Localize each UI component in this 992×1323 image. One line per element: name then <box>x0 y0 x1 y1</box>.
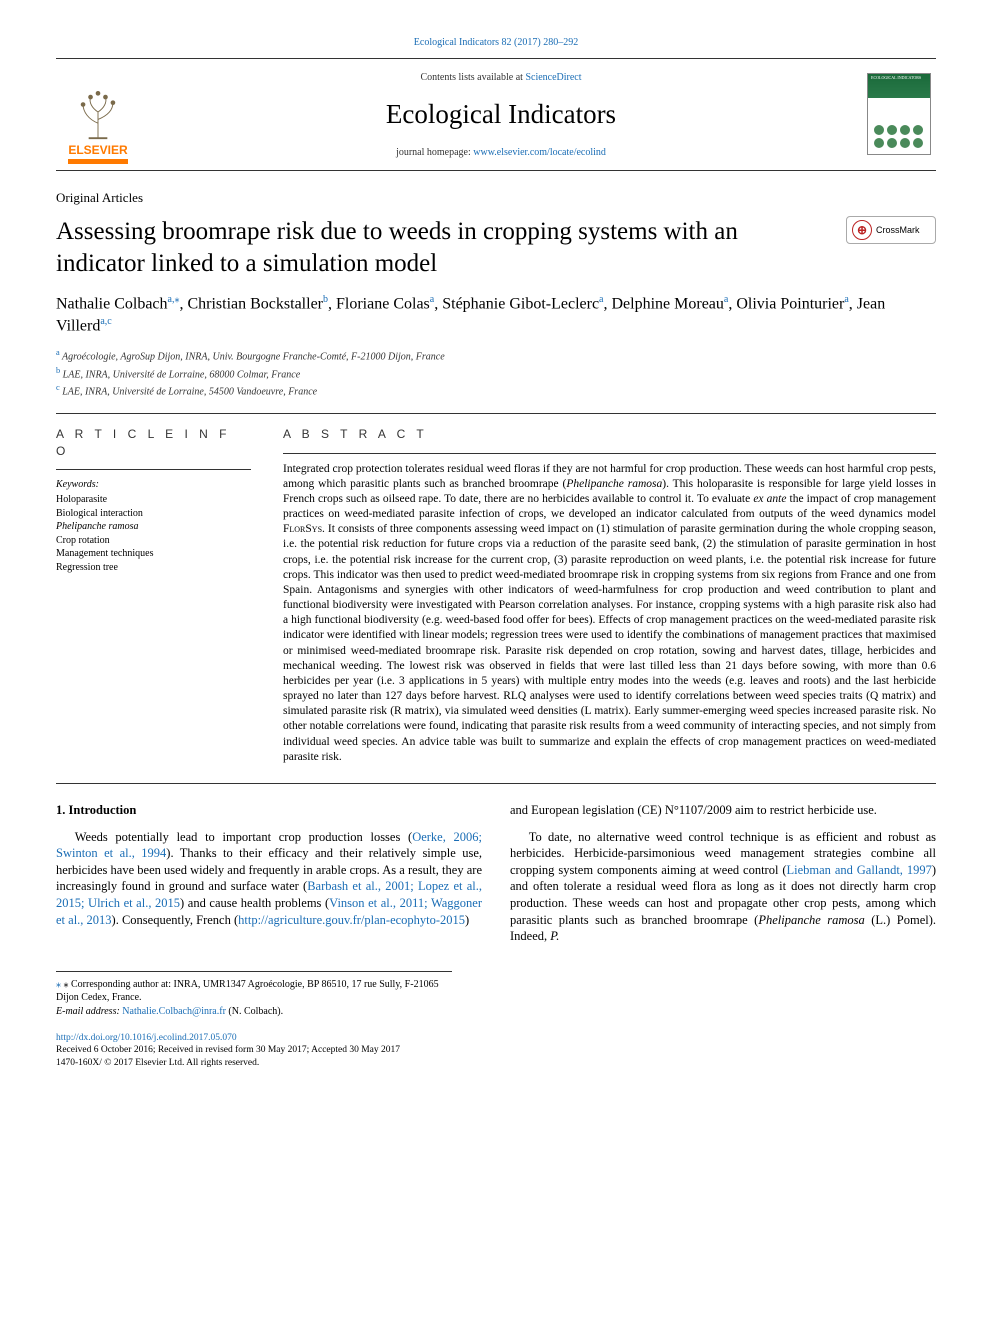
abstract-heading: A B S T R A C T <box>283 426 936 442</box>
authors-list: Nathalie Colbacha,⁎, Christian Bockstall… <box>56 293 936 337</box>
affiliation-c: c LAE, INRA, Université de Lorraine, 545… <box>56 382 936 399</box>
doi-link[interactable]: http://dx.doi.org/10.1016/j.ecolind.2017… <box>56 1033 237 1043</box>
journal-homepage-line: journal homepage: www.elsevier.com/locat… <box>150 146 852 160</box>
crossmark-badge[interactable]: ⊕ CrossMark <box>846 216 936 244</box>
contents-list-prefix: Contents lists available at <box>420 72 525 83</box>
keywords-list: Holoparasite Biological interaction Phel… <box>56 493 251 574</box>
crossmark-label: CrossMark <box>876 224 920 236</box>
contents-list-line: Contents lists available at ScienceDirec… <box>150 71 852 85</box>
keywords-label: Keywords: <box>56 478 251 492</box>
divider <box>56 783 936 784</box>
email-line: E-mail address: Nathalie.Colbach@inra.fr… <box>56 1005 452 1019</box>
keyword: Holoparasite <box>56 493 251 507</box>
doi-block: http://dx.doi.org/10.1016/j.ecolind.2017… <box>56 1032 936 1069</box>
abstract-text: Integrated crop protection tolerates res… <box>283 462 936 765</box>
corresponding-email-link[interactable]: Nathalie.Colbach@inra.fr <box>122 1006 226 1017</box>
received-dates: Received 6 October 2016; Received in rev… <box>56 1044 936 1056</box>
journal-title: Ecological Indicators <box>150 96 852 132</box>
keyword: Management techniques <box>56 547 251 561</box>
article-info-heading: A R T I C L E I N F O <box>56 426 251 458</box>
paragraph: and European legislation (CE) N°1107/200… <box>510 802 936 819</box>
keyword: Phelipanche ramosa <box>56 520 251 534</box>
publisher-logo: ELSEVIER <box>56 65 140 164</box>
keyword: Crop rotation <box>56 534 251 548</box>
sciencedirect-link[interactable]: ScienceDirect <box>525 72 581 83</box>
keyword: Biological interaction <box>56 507 251 521</box>
crossmark-icon: ⊕ <box>852 220 872 240</box>
article-type: Original Articles <box>56 189 936 207</box>
affiliations: a Agroécologie, AgroSup Dijon, INRA, Uni… <box>56 347 936 399</box>
paragraph: Weeds potentially lead to important crop… <box>56 829 482 929</box>
cover-title: ECOLOGICAL INDICATORS <box>871 76 921 80</box>
elsevier-tree-icon <box>68 82 128 142</box>
homepage-prefix: journal homepage: <box>396 147 473 158</box>
article-title: Assessing broomrape risk due to weeds in… <box>56 216 828 279</box>
journal-header: ELSEVIER Contents lists available at Sci… <box>56 58 936 171</box>
divider <box>283 453 936 454</box>
journal-cover-thumb: ECOLOGICAL INDICATORS <box>862 65 936 164</box>
body-text: 1. Introduction Weeds potentially lead t… <box>56 802 936 947</box>
divider <box>56 413 936 414</box>
journal-reference: Ecological Indicators 82 (2017) 280–292 <box>56 36 936 50</box>
corresponding-author-note: ⁎ ⁎ Corresponding author at: INRA, UMR13… <box>56 978 452 1005</box>
footnotes: ⁎ ⁎ Corresponding author at: INRA, UMR13… <box>56 971 452 1019</box>
elsevier-wordmark: ELSEVIER <box>68 142 127 164</box>
affiliation-b: b LAE, INRA, Université de Lorraine, 680… <box>56 365 936 382</box>
copyright-line: 1470-160X/ © 2017 Elsevier Ltd. All righ… <box>56 1057 936 1069</box>
divider <box>56 469 251 470</box>
journal-homepage-link[interactable]: www.elsevier.com/locate/ecolind <box>473 147 606 158</box>
keyword: Regression tree <box>56 561 251 575</box>
affiliation-a: a Agroécologie, AgroSup Dijon, INRA, Uni… <box>56 347 936 364</box>
paragraph: To date, no alternative weed control tec… <box>510 829 936 945</box>
section-heading-intro: 1. Introduction <box>56 802 482 819</box>
